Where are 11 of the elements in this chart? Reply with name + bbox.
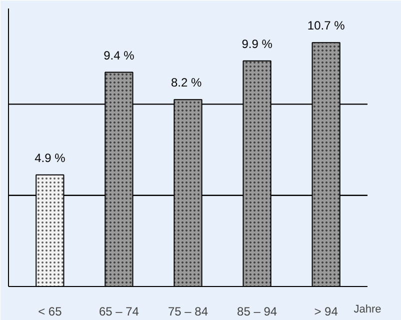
data-label: 9.4 % — [104, 48, 135, 62]
x-tick-label: 85 – 94 — [237, 304, 278, 318]
x-axis-title: Jahre — [354, 304, 382, 316]
data-label: 4.9 % — [34, 150, 66, 165]
data-label: 10.7 % — [307, 18, 346, 33]
data-label: 9.9 % — [242, 36, 273, 51]
data-label: 8.2 % — [170, 76, 202, 90]
x-tick-label: 75 – 84 — [168, 304, 208, 318]
x-tick-label: < 65 — [38, 304, 62, 318]
x-tick-label: > 94 — [314, 304, 338, 318]
x-tick-label: 65 – 74 — [98, 304, 140, 318]
